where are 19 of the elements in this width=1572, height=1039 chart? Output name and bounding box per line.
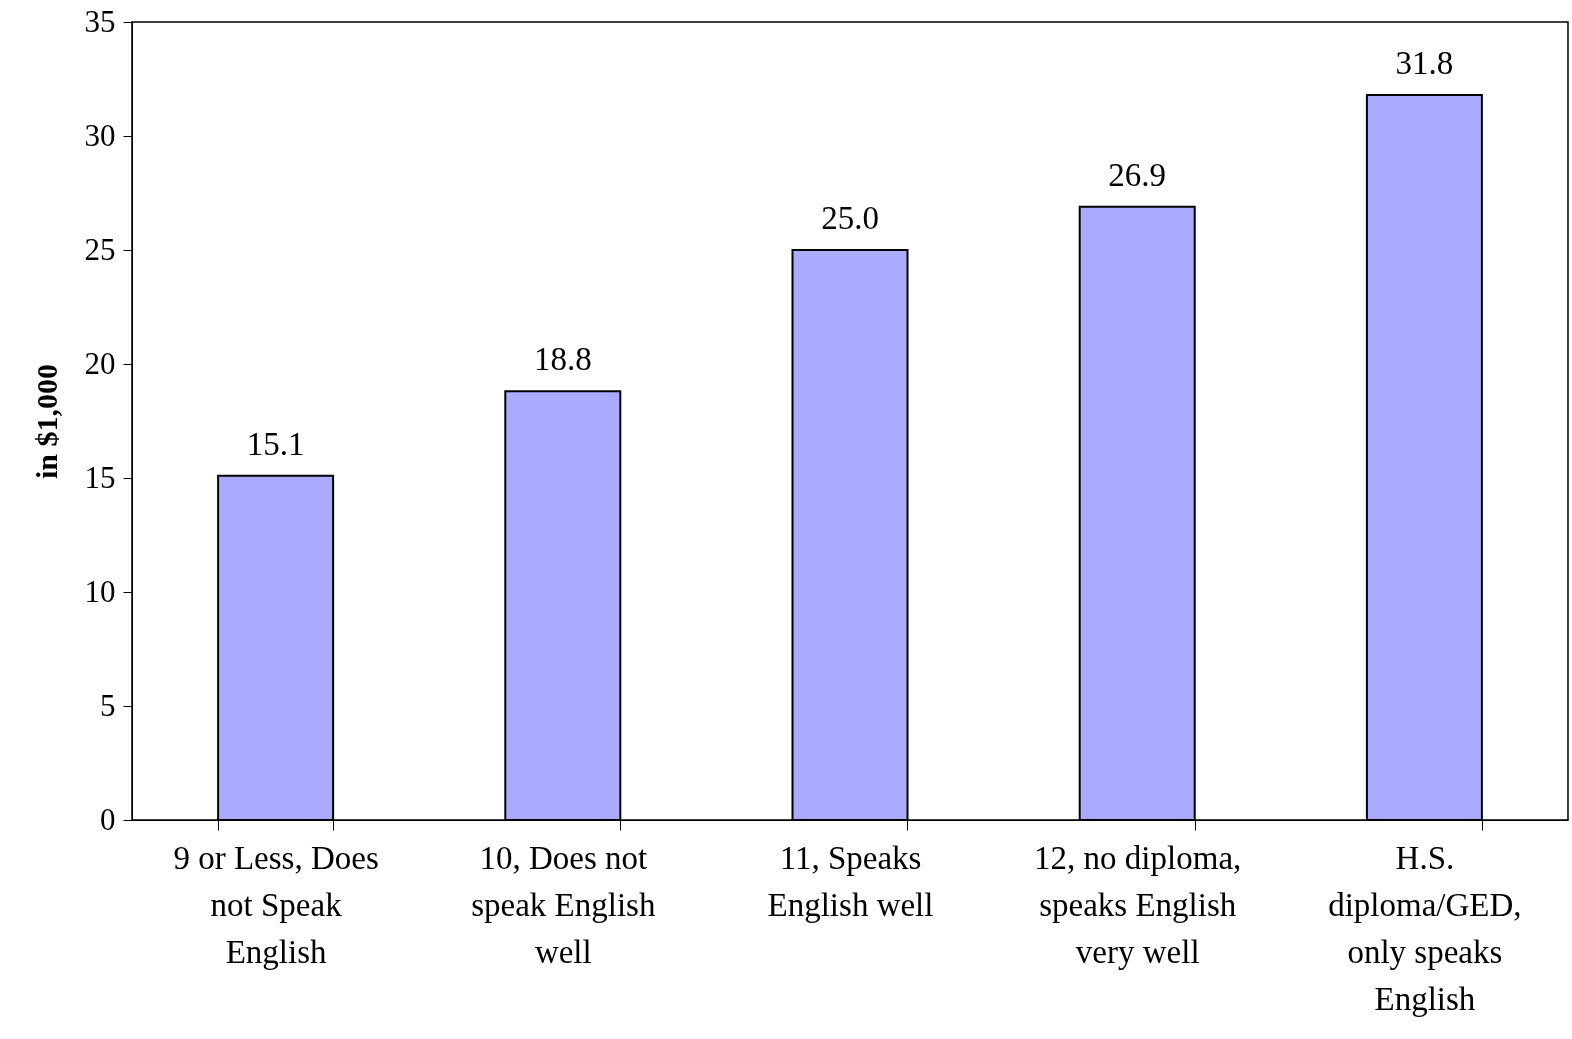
y-tick-label: 15	[84, 459, 116, 495]
y-tick-label: 5	[100, 687, 116, 723]
y-tick-label: 20	[84, 345, 116, 381]
y-tick-label: 30	[84, 117, 116, 153]
y-tick-label: 25	[84, 231, 116, 267]
data-label: 15.1	[246, 425, 305, 462]
x-tick-label: 9 or Less, Does not Speak English	[173, 839, 379, 970]
y-tick-label: 35	[84, 3, 116, 39]
y-tick-label: 10	[84, 573, 116, 609]
data-label: 25.0	[821, 200, 879, 236]
x-tick-label: 11, Speaks English well	[767, 839, 934, 923]
data-label: 31.8	[1395, 44, 1454, 81]
x-tick-label: 12, no diploma, speaks English very well	[1034, 839, 1242, 970]
y-axis-title: in $1,000	[29, 363, 63, 480]
data-label: 18.8	[533, 341, 592, 378]
data-label: 26.9	[1108, 156, 1167, 193]
x-tick-label: 10, Does not speak English well	[471, 839, 656, 970]
y-tick-label: 0	[100, 801, 116, 837]
x-tick-label: H.S. diploma/GED, only speaks English	[1328, 839, 1522, 1017]
